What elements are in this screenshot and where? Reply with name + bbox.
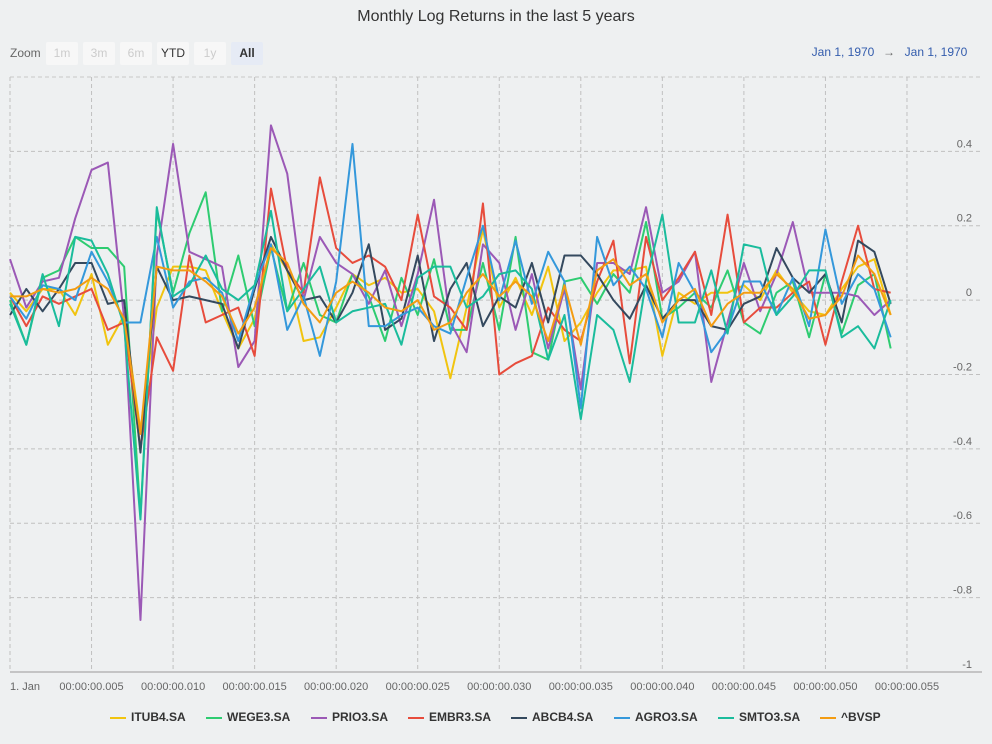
zoom-button-label[interactable]: 1m	[54, 46, 71, 60]
x-tick-label: 00:00:00.040	[630, 681, 694, 693]
zoom-button[interactable]	[194, 42, 226, 65]
x-tick-label: 00:00:00.055	[875, 681, 939, 693]
zoom-button[interactable]	[157, 42, 189, 65]
zoom-button-label[interactable]: 3m	[91, 46, 108, 60]
zoom-button[interactable]	[120, 42, 152, 65]
y-tick-label: -0.6	[953, 510, 972, 522]
x-tick-label: 1. Jan	[10, 681, 40, 693]
zoom-label: Zoom	[10, 46, 41, 60]
x-tick-label: 00:00:00.025	[386, 681, 450, 693]
x-tick-label: 00:00:00.020	[304, 681, 368, 693]
y-tick-label: 0.4	[957, 138, 972, 150]
x-tick-label: 00:00:00.045	[712, 681, 776, 693]
zoom-button[interactable]	[83, 42, 115, 65]
series-line	[9, 142, 892, 409]
y-tick-label: 0	[966, 287, 972, 299]
x-tick-label: 00:00:00.010	[141, 681, 205, 693]
series-line	[10, 247, 892, 435]
x-tick-label: 00:00:00.030	[467, 681, 531, 693]
range-date[interactable]: Jan 1, 1970	[905, 45, 968, 59]
zoom-button-label[interactable]: YTD	[161, 46, 185, 60]
legend-label[interactable]: ABCB4.SA	[532, 710, 594, 724]
chart-title: Monthly Log Returns in the last 5 years	[357, 8, 634, 25]
y-tick-label: -0.2	[953, 361, 972, 373]
legend-label[interactable]: EMBR3.SA	[429, 710, 491, 724]
legend-label[interactable]: SMTO3.SA	[739, 710, 800, 724]
zoom-button-label[interactable]: 6m	[128, 46, 145, 60]
range-arrow: →	[883, 45, 895, 59]
legend-label[interactable]: PRIO3.SA	[332, 710, 388, 724]
range-date[interactable]: Jan 1, 1970	[812, 45, 875, 59]
y-tick-label: -0.8	[953, 585, 972, 597]
series-line	[9, 176, 891, 450]
x-tick-label: 00:00:00.015	[223, 681, 287, 693]
y-tick-label: 0.2	[957, 213, 972, 225]
legend-label[interactable]: ^BVSP	[841, 710, 881, 724]
y-tick-label: -1	[962, 659, 972, 671]
legend-label[interactable]: AGRO3.SA	[635, 710, 698, 724]
zoom-button[interactable]	[46, 42, 78, 65]
x-tick-label: 00:00:00.035	[549, 681, 613, 693]
zoom-button[interactable]	[231, 42, 263, 65]
zoom-button-label[interactable]: All	[239, 46, 254, 60]
series-line	[9, 228, 892, 432]
series-line	[9, 206, 892, 521]
legend-label[interactable]: WEGE3.SA	[227, 710, 291, 724]
x-tick-label: 00:00:00.005	[59, 681, 123, 693]
y-tick-label: -0.4	[953, 436, 972, 448]
zoom-button-label[interactable]: 1y	[204, 46, 217, 60]
legend-label[interactable]: ITUB4.SA	[131, 710, 186, 724]
x-tick-label: 00:00:00.050	[793, 681, 857, 693]
